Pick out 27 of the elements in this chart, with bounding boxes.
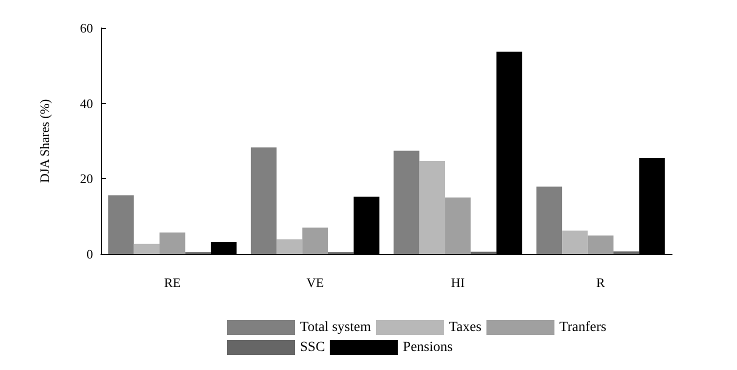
bar xyxy=(445,198,471,254)
x-tick-label: R xyxy=(596,275,606,290)
legend-label: SSC xyxy=(300,340,325,355)
bar xyxy=(394,150,420,254)
y-tick-label: 0 xyxy=(86,246,93,262)
bar xyxy=(588,236,614,254)
legend-label: Total system xyxy=(300,320,372,335)
x-tick-label: VE xyxy=(306,275,324,290)
y-tick-label: 60 xyxy=(80,20,93,36)
y-tick-label: 20 xyxy=(80,171,93,186)
bar xyxy=(250,147,277,254)
y-axis-title: DJA Shares (%) xyxy=(37,99,52,183)
bar xyxy=(134,244,160,254)
bar xyxy=(613,251,640,254)
y-tick-label: 40 xyxy=(80,96,93,111)
bar xyxy=(302,228,328,254)
legend-label: Taxes xyxy=(448,320,482,335)
x-tick-label: RE xyxy=(164,275,181,290)
x-tick-label: HI xyxy=(451,275,465,290)
bar xyxy=(160,232,186,254)
bar xyxy=(276,239,302,254)
bar xyxy=(562,230,588,254)
legend-label: Tranfers xyxy=(559,320,606,335)
legend-label: Pensions xyxy=(402,340,453,355)
bar xyxy=(108,195,134,254)
bar xyxy=(419,160,446,254)
bar xyxy=(536,186,562,254)
